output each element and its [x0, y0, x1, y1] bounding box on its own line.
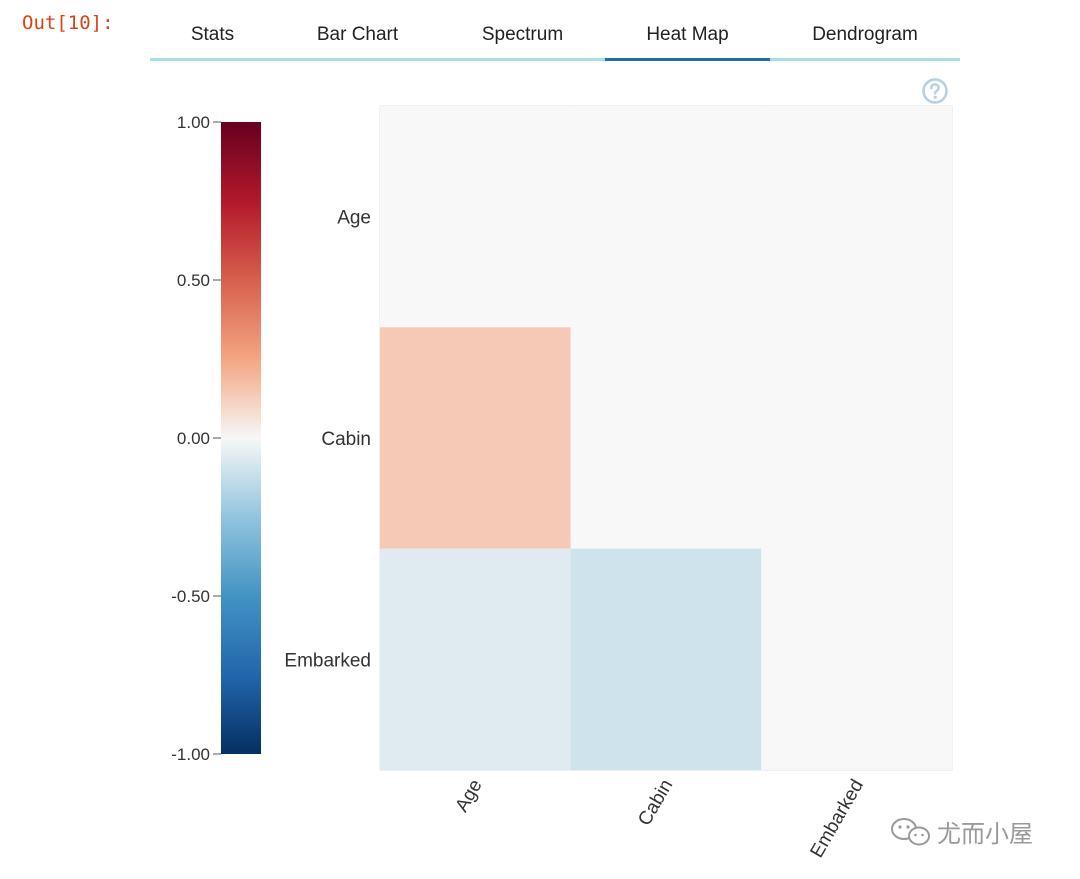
heatmap-cell-2-0: [380, 548, 571, 770]
row-label-0: Age: [337, 208, 371, 229]
colorbar-tick-label-2: 0.00: [177, 429, 210, 448]
tab-dendrogram[interactable]: Dendrogram: [812, 24, 918, 45]
row-label-2: Embarked: [284, 650, 371, 671]
column-labels: Age Cabin Embarked: [452, 776, 868, 862]
column-label-1: Cabin: [634, 776, 677, 830]
row-label-1: Cabin: [321, 429, 371, 450]
heatmap-cell-0-0: [380, 106, 571, 328]
tab-stats[interactable]: Stats: [190, 24, 235, 45]
heatmap-cell-1-1: [570, 327, 762, 549]
heatmap-cell-1-2: [761, 327, 952, 549]
heatmap-cell-0-2: [761, 106, 952, 328]
wechat-icon: [891, 818, 930, 846]
heatmap-cells: [380, 106, 952, 770]
tab-heat-map[interactable]: Heat Map: [605, 18, 770, 61]
colorbar-tick-label-1: 0.50: [177, 271, 210, 290]
colorbar: [221, 122, 261, 754]
colorbar-tick-label-0: 1.00: [177, 113, 210, 132]
tab-spectrum[interactable]: Spectrum: [481, 24, 564, 45]
watermark-text: 尤而小屋: [937, 820, 1033, 848]
heatmap-cell-0-1: [570, 106, 762, 328]
heatmap-cell-2-1: [570, 548, 762, 770]
column-label-2: Embarked: [807, 776, 868, 862]
tab-bar: Stats Bar Chart Spectrum Heat Map Dendro…: [150, 18, 960, 61]
heatmap-cell-2-2: [761, 548, 952, 770]
colorbar-ticks: 1.00 0.50 0.00 -0.50 -1.00: [171, 113, 221, 764]
colorbar-tick-label-3: -0.50: [171, 587, 210, 606]
tab-bar-chart[interactable]: Bar Chart: [316, 24, 399, 45]
colorbar-tick-label-4: -1.00: [171, 745, 210, 764]
cell-prompt: Out[10]:: [22, 12, 114, 34]
column-label-0: Age: [452, 776, 487, 816]
heatmap-cell-1-0: [380, 327, 571, 549]
row-labels: Age Cabin Embarked: [284, 208, 371, 672]
question-circle-icon[interactable]: [921, 77, 949, 105]
